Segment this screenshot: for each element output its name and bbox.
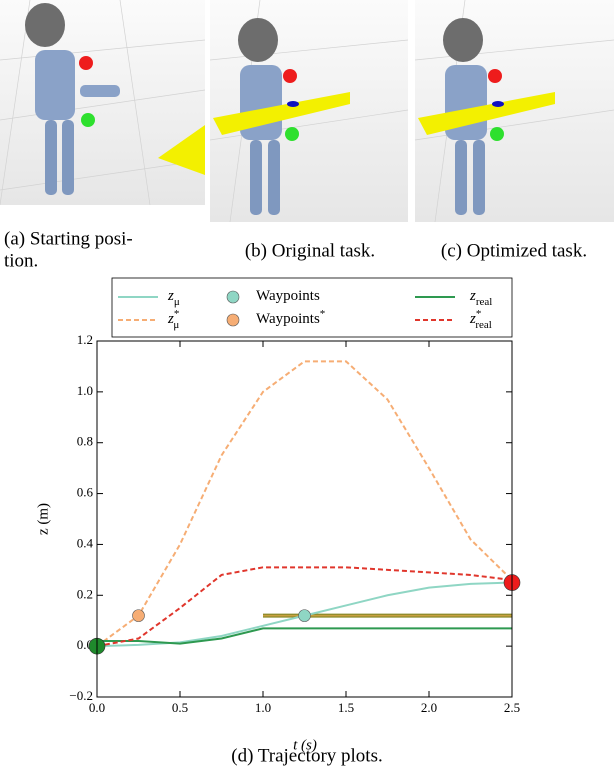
legend-marker — [226, 313, 240, 327]
legend-subscript: real — [476, 296, 492, 308]
panel-a-image — [0, 0, 206, 206]
legend-name: z — [469, 311, 476, 327]
legend-name: Waypoints — [256, 311, 320, 327]
caption-d: (d) Trajectory plots. — [231, 745, 382, 766]
x-tick-label: 0.5 — [172, 700, 188, 715]
series-line — [96, 360, 513, 647]
legend-box — [111, 277, 513, 338]
x-tick-label: 2.5 — [504, 700, 520, 715]
y-tick-label: 1.2 — [77, 332, 93, 347]
legend-label: Waypoints* — [256, 308, 325, 328]
y-tick-label: 0.8 — [77, 434, 93, 449]
y-tick-label: 0.0 — [77, 637, 93, 652]
y-axis-label: z (m) — [35, 503, 51, 535]
panel-c-image — [414, 0, 614, 223]
legend-label: zreal — [469, 288, 492, 307]
legend-superscript: * — [476, 308, 482, 320]
legend-label: Waypoints — [256, 288, 320, 304]
plot-frame — [96, 340, 513, 698]
caption-a: tion. — [4, 250, 38, 271]
caption-b: (b) Original task. — [245, 240, 375, 261]
series-line — [96, 566, 513, 648]
legend-name: z — [469, 288, 476, 304]
series-line — [97, 627, 512, 645]
legend-superscript: * — [174, 308, 180, 320]
x-tick-label: 2.0 — [421, 700, 437, 715]
y-tick-label: 0.6 — [77, 485, 94, 500]
caption-c: (c) Optimized task. — [441, 240, 587, 261]
y-tick-label: 0.2 — [77, 586, 93, 601]
waypoint — [132, 609, 145, 622]
x-tick-label: 1.5 — [338, 700, 354, 715]
legend-label: z* μ — [167, 308, 179, 331]
waypoint — [298, 609, 311, 622]
legend-label: z* real — [469, 308, 492, 331]
legend-subscript: μ — [174, 296, 180, 308]
x-tick-label: 0.0 — [89, 700, 105, 715]
legend-superscript: * — [320, 308, 326, 320]
caption-a: (a) Starting posi- — [4, 228, 133, 249]
x-tick-label: 1.0 — [255, 700, 271, 715]
y-tick-label: −0.2 — [69, 688, 93, 703]
y-tick-label: 0.4 — [77, 535, 94, 550]
legend-marker — [226, 290, 240, 304]
legend-subscript: real — [475, 319, 491, 331]
y-tick-label: 1.0 — [77, 383, 93, 398]
legend-name: Waypoints — [256, 288, 320, 304]
legend-name: z — [167, 288, 174, 304]
panel-b-image — [209, 0, 409, 223]
x-axis-label: t (s) — [293, 737, 317, 753]
legend-subscript: μ — [173, 319, 179, 331]
legend-name: z — [167, 311, 174, 327]
legend-label: zμ — [167, 288, 180, 307]
